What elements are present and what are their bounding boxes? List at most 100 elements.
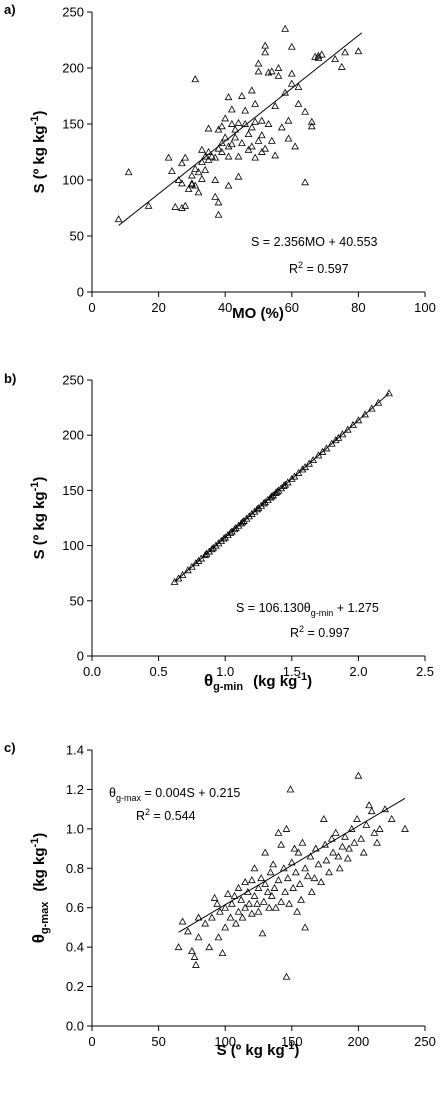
panel-c-y-label: θg-max (kg kg-1) [29,833,51,944]
panel-a-x-tick-label: 100 [414,300,436,315]
panel-b-data-point [239,516,248,524]
panel-c-y-label-units: (kg kg [31,847,48,891]
panel-a-data-point [277,123,286,131]
panel-b-data-point [354,416,363,424]
panel-a-data-point [144,201,153,209]
panel-c-data-point [321,840,329,848]
panel-a-label: a) [4,2,16,17]
panel-a-data-point [217,147,226,155]
panel-c-y-tick-label: 0.4 [66,940,84,955]
panel-b-data-point [274,486,283,494]
panel-c-data-point [250,864,259,872]
panel-a-data-point [247,142,256,150]
panel-b-y-ticks: 0 50 100 150 200 250 [62,373,92,664]
panel-c-data-point [265,903,274,911]
panel-b-data-point [305,459,313,467]
panel-a-data-point [178,159,186,167]
panel-c-data-point [231,919,240,927]
panel-a-data-point [204,124,213,132]
panel-c-data-point [301,923,309,931]
panel-c-data-point [291,868,300,876]
panel-b-points [170,389,393,585]
panel-a-data-point [224,152,233,160]
panel-b-data-point [257,501,266,509]
panel-b-data-point [214,539,223,547]
panel-a-data-point [274,71,283,79]
panel-c-data-point [178,917,187,925]
panel-b-data-point [343,425,352,433]
panel-a-y-tick-label: 250 [62,5,84,20]
panel-a-y-tick-label: 100 [62,173,84,188]
panel-a-data-point [201,152,210,160]
panel-c-x-tick-label: 250 [414,1034,436,1049]
panel-a-data-point [188,180,196,188]
panel-a-data-point [264,68,273,76]
panel-c-data-point [218,949,227,957]
panel-c-data-point [259,897,268,905]
panel-c-data-point [290,844,299,852]
panel-c-data-point [341,832,349,840]
panel-a-y-tick-label: 0 [77,285,84,300]
panel-b-y-tick-label: 50 [70,593,84,608]
panel-c-data-point [261,848,270,856]
panel-a-data-point [194,168,203,176]
panel-a-data-point [301,178,309,186]
panel-c-y-label-tail: ) [31,833,48,838]
panel-a-r-sup: 2 [298,260,303,270]
panel-b-data-point [277,484,286,492]
panel-a-data-point [178,203,186,211]
panel-a-data-point [287,69,296,77]
panel-a-data-point [337,62,346,70]
panel-c-equation: θg-max = 0.004S + 0.215 [109,786,240,803]
panel-c-data-point [387,814,396,822]
panel-c-data-point [373,838,381,846]
panel-c-data-point [329,848,337,856]
panel-c-data-point [347,824,356,832]
panel-b-data-point [283,478,292,486]
panel-c-data-point [303,872,312,880]
panel-c-data-point [301,864,309,872]
panel-a-data-point [237,139,246,147]
panel-c-data-point [258,929,267,937]
panel-c-data-point [271,903,280,911]
panel-b-x-tick-label: 2.0 [349,664,367,679]
panel-a: a) 0 50 100 150 200 250 0 20 40 60 80 100 S = 2.35… [4,2,436,322]
panel-a-data-point [191,75,200,83]
panel-b-data-point [231,524,240,532]
panel-c-data-point [237,895,246,903]
panel-b-data-point [227,527,236,535]
panel-a-data-point [317,50,326,58]
panel-c-eq-sub: g-max [116,793,142,803]
panel-b-data-point [290,472,299,480]
panel-a-data-point [244,145,253,153]
panel-a-data-point [188,179,196,187]
panel-a-data-point [244,130,253,138]
panel-a-data-point [224,142,233,150]
panel-c-data-point [311,844,320,852]
panel-b-x-label-tail: ) [307,673,312,690]
panel-a-data-point [224,181,233,189]
panel-b-r-value: = 0.997 [304,626,350,640]
panel-a-trend-line [118,32,363,226]
panel-c-data-point [230,891,239,899]
panel-c-data-point [247,876,256,884]
panel-b-data-point [253,505,262,513]
panel-b-y-tick-label: 250 [62,373,84,388]
panel-a-data-point [214,210,223,218]
panel-b-data-point [367,404,376,412]
panel-a-y-label-sup: -1 [29,116,41,126]
panel-a-data-point [227,140,236,148]
panel-c-data-point [215,907,224,915]
panel-b-data-point [226,528,235,536]
panel-c-data-point [282,824,291,832]
panel-c-data-point [334,852,343,860]
panel-b-x-label-sym: θ [204,671,213,690]
panel-a-y-ticks: 0 50 100 150 200 250 [62,5,92,300]
panel-a-data-point [221,114,230,122]
panel-c-eq-sym: θ [109,786,116,800]
panel-c-data-point [266,868,275,876]
panel-c-data-point [174,943,183,951]
panel-c-y-tick-label: 0.6 [66,900,84,915]
panel-a-data-point [227,105,236,113]
panel-c-data-point [282,972,291,980]
